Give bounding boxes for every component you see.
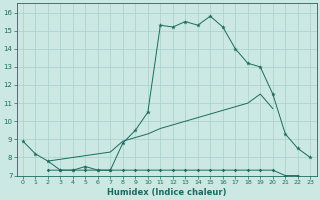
X-axis label: Humidex (Indice chaleur): Humidex (Indice chaleur) (107, 188, 226, 197)
